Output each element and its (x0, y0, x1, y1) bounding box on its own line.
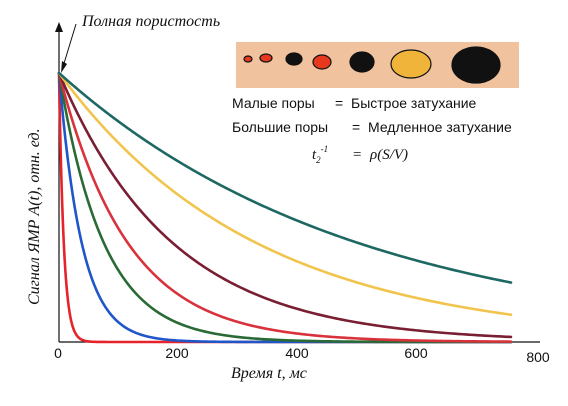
eq-2: = (352, 119, 360, 135)
eq-3: = (352, 147, 362, 163)
x-axis-label: Время t, мс (231, 365, 307, 382)
decay-curve-5 (57, 71, 513, 339)
formula-rhs: = ρ(S/V) (352, 147, 408, 163)
x-tick-600: 600 (404, 345, 428, 361)
y-axis-arrow (55, 22, 63, 32)
decay-curve-6 (57, 71, 513, 316)
svg-text:Большие поры = Мед: Большие поры = Медленное затухание (232, 119, 512, 135)
formula-rhs-text: ρ(S/V) (369, 147, 408, 163)
pores-illustration (236, 42, 519, 88)
decay-curve-4 (57, 71, 513, 343)
eq-1: = (335, 95, 343, 111)
small-pores-text: Малые поры (232, 95, 315, 111)
slow-decay-text: Медленное затухание (368, 119, 512, 135)
x-tick-200: 200 (165, 345, 189, 361)
x-tick-400: 400 (285, 345, 309, 361)
full-porosity-pointer (61, 23, 77, 71)
pore-4 (312, 54, 332, 70)
decay-curves (57, 71, 513, 344)
full-porosity-arrowhead (61, 61, 67, 73)
decay-curve-1 (57, 71, 513, 344)
decay-curve-7 (57, 71, 513, 284)
pore-5 (349, 51, 375, 73)
x-tick-0: 0 (54, 345, 62, 361)
pore-1 (243, 55, 253, 63)
pore-legend: Малые поры = Быстрое затухание Большие п… (232, 95, 512, 165)
pore-7 (451, 46, 501, 84)
decay-curve-3 (57, 71, 513, 344)
x-tick-800: 800 (526, 349, 550, 365)
fast-decay-text: Быстрое затухание (351, 95, 477, 111)
pore-3 (285, 52, 303, 66)
large-pores-text: Большие поры (232, 119, 328, 135)
svg-text:Малые поры = Быстр: Малые поры = Быстрое затухание (232, 95, 477, 111)
y-axis-label: Сигнал ЯМР A(t), отн. ед. (26, 128, 43, 305)
pore-6 (390, 49, 432, 79)
full-porosity-label: Полная пористость (81, 13, 220, 30)
formula-lhs: t2-1 (312, 144, 328, 165)
pore-2 (259, 53, 273, 63)
decay-curve-2 (57, 71, 513, 344)
x-tick-labels: 0 200 400 600 800 (54, 345, 550, 365)
